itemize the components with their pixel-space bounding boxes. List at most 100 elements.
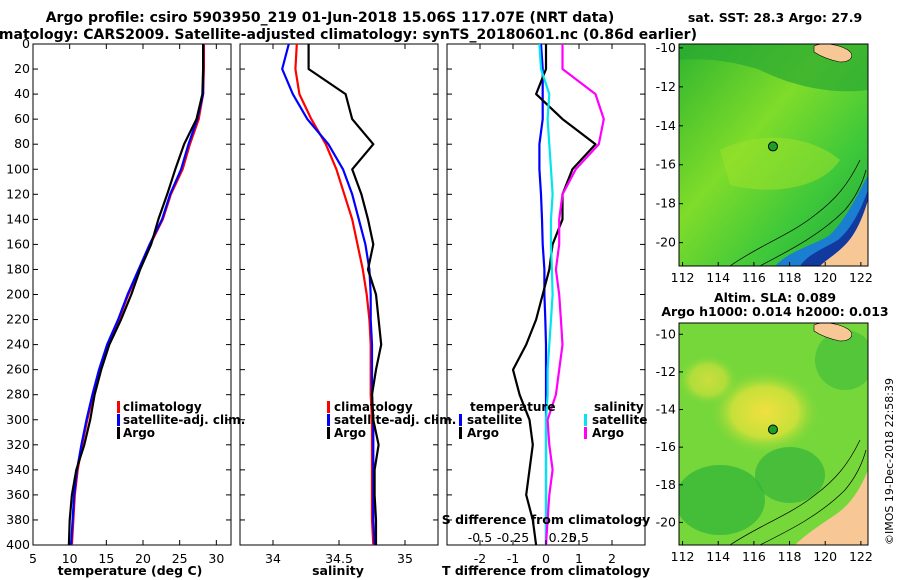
temperature-xlabel: temperature (deg C) — [58, 563, 203, 578]
map-xtick-label: 122 — [849, 549, 873, 564]
legend-swatch-argo — [117, 427, 120, 439]
legend-label-s-argo: Argo — [592, 426, 624, 440]
map-xtick-label: 114 — [706, 270, 730, 285]
salinity-plot-frame — [239, 43, 439, 546]
map-ytick-label: -16 — [656, 439, 676, 454]
map-xtick-label: 116 — [742, 270, 766, 285]
legend-label-t-argo: Argo — [467, 426, 499, 440]
legend-swatch-t-satellite — [459, 414, 462, 426]
map-xtick-label: 112 — [671, 270, 695, 285]
xtick-label: 1 — [575, 551, 583, 566]
legend-swatch-climatology — [327, 401, 330, 413]
legend-swatch-s-argo — [584, 427, 587, 439]
imos-timestamp: ©IMOS 19-Dec-2018 22:58:39 — [883, 378, 896, 545]
difference-legend-temperature: temperature satellite Argo — [459, 400, 555, 440]
ytick-label: 220 — [6, 312, 30, 327]
legend-label-argo: Argo — [334, 426, 366, 440]
legend-label-t-satellite: satellite — [467, 413, 522, 427]
sst-map-frame — [678, 43, 869, 267]
ytick-label: 120 — [6, 186, 30, 201]
xtick-label-s: -0.5 — [468, 530, 492, 545]
ytick-label: 340 — [6, 462, 30, 477]
map-ytick-label: -14 — [656, 118, 676, 133]
sst-map-image — [679, 44, 868, 266]
ytick-label: 180 — [6, 261, 30, 276]
xtick-label: 20 — [135, 551, 151, 566]
ytick-label: 280 — [6, 387, 30, 402]
ytick-label: 320 — [6, 437, 30, 452]
xtick-label: 2 — [608, 551, 616, 566]
salinity-xlabel: salinity — [312, 563, 364, 578]
xtick-label: 25 — [172, 551, 188, 566]
legend-label-climatology: climatology — [334, 400, 413, 414]
xtick-label: 10 — [62, 551, 78, 566]
xtick-label: 0 — [542, 551, 550, 566]
xtick-label-s: -0.25 — [497, 530, 529, 545]
ytick-label: 0 — [22, 36, 30, 51]
legend-header-temperature: temperature — [470, 400, 555, 414]
xtick-label-s: 0.5 — [569, 530, 589, 545]
ytick-label: 160 — [6, 236, 30, 251]
temperature-legend: climatology satellite-adj. clim. Argo — [117, 400, 245, 440]
temperature-panel: 0 20 40 60 80 100 120 140 160 180 200 220 240 260 280 3… — [6, 36, 245, 578]
map-ytick-label: -18 — [656, 196, 676, 211]
map-xtick-label: 116 — [742, 549, 766, 564]
map-ytick-label: -10 — [656, 326, 676, 341]
map-xtick-label: 120 — [813, 549, 837, 564]
series-line-satellite-adj-clim- — [281, 44, 376, 545]
series-line-s-argo — [544, 44, 605, 545]
xtick-label: 34 — [265, 551, 281, 566]
legend-label-satellite-adj: satellite-adj. clim. — [334, 413, 456, 427]
ytick-label: 240 — [6, 337, 30, 352]
difference-xlabel-s: S difference from climatology — [442, 512, 651, 527]
difference-panel: -2 -1 0 1 2 -0.5 -0.25 0.250.5 T difference fro… — [442, 43, 651, 578]
ytick-label: 40 — [14, 86, 30, 101]
series-line-t-argo — [511, 44, 597, 545]
ytick-label: 200 — [6, 287, 30, 302]
sst-map: sat. SST: 28.3 Argo: 27.9 112 114 116 118 12… — [656, 10, 873, 285]
xtick-label-s: 0.25 — [549, 530, 577, 545]
difference-legend-salinity: salinity satellite Argo — [584, 400, 647, 440]
series-line-climatology — [70, 44, 205, 545]
ytick-label: 100 — [6, 161, 30, 176]
map-ytick-label: -10 — [656, 40, 676, 55]
series-line-argo — [67, 44, 205, 545]
sla-map-title: Altim. SLA: 0.089 — [714, 290, 836, 305]
ytick-label: 20 — [14, 61, 30, 76]
legend-swatch-climatology — [117, 401, 120, 413]
legend-label-climatology: climatology — [123, 400, 202, 414]
ytick-label: 400 — [6, 537, 30, 552]
xtick-label: 34.5 — [325, 551, 353, 566]
legend-swatch-argo — [327, 427, 330, 439]
map-xtick-label: 112 — [671, 549, 695, 564]
sla-map-image — [679, 323, 868, 545]
sst-map-title: sat. SST: 28.3 Argo: 27.9 — [688, 10, 862, 25]
map-ytick-label: -12 — [656, 364, 676, 379]
xtick-label: 35 — [397, 551, 413, 566]
map-ytick-label: -14 — [656, 402, 676, 417]
ytick-label: 260 — [6, 362, 30, 377]
ytick-label: 300 — [6, 412, 30, 427]
salinity-legend: climatology satellite-adj. clim. Argo — [327, 400, 456, 440]
ytick-label: 80 — [14, 136, 30, 151]
xtick-label: 30 — [208, 551, 224, 566]
difference-xlabel-t: T difference from climatology — [442, 563, 650, 578]
legend-label-argo: Argo — [123, 426, 155, 440]
series-line-argo — [307, 44, 383, 545]
ytick-label: 140 — [6, 211, 30, 226]
legend-swatch-satellite-adj — [117, 414, 120, 426]
salinity-panel: 34 34.5 35 salinity climatology satellite-… — [239, 43, 456, 578]
map-ytick-label: -20 — [656, 514, 676, 529]
sla-argo-marker — [767, 424, 778, 435]
ytick-label: 60 — [14, 111, 30, 126]
legend-swatch-t-argo — [459, 427, 462, 439]
figure-title-line1: Argo profile: csiro 5903950_219 01-Jun-2… — [46, 10, 615, 26]
map-ytick-label: -20 — [656, 235, 676, 250]
map-ytick-label: -18 — [656, 477, 676, 492]
xtick-label: 5 — [29, 551, 37, 566]
legend-label-s-satellite: satellite — [592, 413, 647, 427]
xtick-label: 15 — [98, 551, 114, 566]
map-xtick-label: 114 — [706, 549, 730, 564]
series-line-climatology — [294, 44, 375, 545]
